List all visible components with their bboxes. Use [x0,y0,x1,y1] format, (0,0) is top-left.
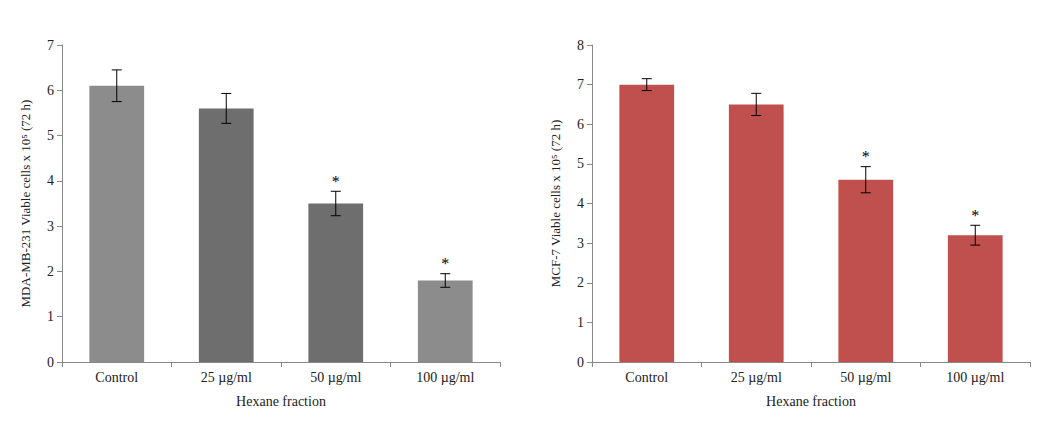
svg-text:8: 8 [577,38,584,53]
svg-text:*: * [971,207,979,224]
svg-text:50 µg/ml: 50 µg/ml [310,370,361,385]
svg-text:25 µg/ml: 25 µg/ml [731,370,782,385]
svg-text:25 µg/ml: 25 µg/ml [201,370,252,385]
svg-text:3: 3 [577,236,584,251]
svg-text:5: 5 [577,156,584,171]
svg-text:0: 0 [47,355,54,370]
svg-text:4: 4 [577,196,584,211]
svg-text:Hexane fraction: Hexane fraction [236,394,326,409]
svg-text:5: 5 [47,128,54,143]
svg-text:0: 0 [577,355,584,370]
svg-text:3: 3 [47,219,54,234]
svg-text:*: * [862,148,870,165]
svg-text:Control: Control [95,370,138,385]
svg-text:1: 1 [577,315,584,330]
svg-text:100 µg/ml: 100 µg/ml [416,370,474,385]
svg-text:*: * [441,255,449,272]
svg-text:2: 2 [47,264,54,279]
svg-text:7: 7 [47,38,54,53]
svg-text:1: 1 [47,309,54,324]
svg-text:*: * [332,173,340,190]
svg-text:2: 2 [577,275,584,290]
svg-text:100 µg/ml: 100 µg/ml [946,370,1004,385]
svg-text:MCF-7 Viable cells x 10⁵ (72 h: MCF-7 Viable cells x 10⁵ (72 h) [548,120,563,287]
svg-text:Hexane fraction: Hexane fraction [766,394,856,409]
svg-text:7: 7 [577,77,584,92]
svg-text:6: 6 [47,83,54,98]
svg-text:50 µg/ml: 50 µg/ml [840,370,891,385]
svg-text:4: 4 [47,173,54,188]
svg-text:Control: Control [625,370,668,385]
svg-text:6: 6 [577,117,584,132]
svg-text:MDA-MB-231 Viable cells x 10⁵: MDA-MB-231 Viable cells x 10⁵ (72 h) [18,100,33,308]
